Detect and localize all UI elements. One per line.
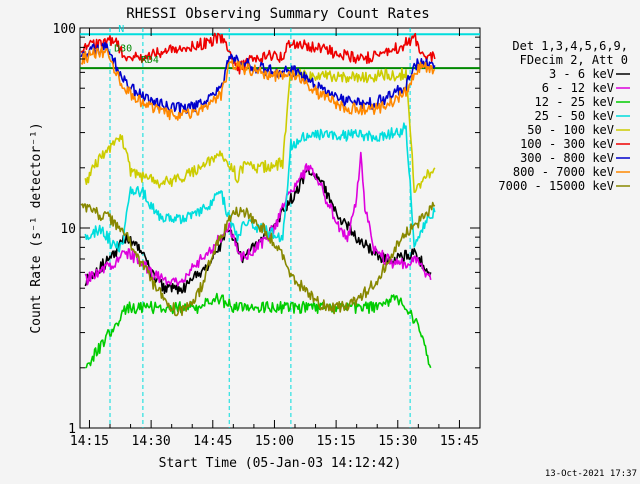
legend-label-100-300-kev: 100 - 300 keV [520, 137, 614, 151]
series-line-12-25-kev [84, 292, 432, 369]
legend: Det 1,3,4,5,6,9, FDecim 2, Att 0 3 - 6 k… [498, 39, 630, 193]
x-tick-label-1515: 15:15 [317, 434, 356, 449]
x-tick-label-1430: 14:30 [132, 434, 171, 449]
legend-label-6-12-kev: 6 - 12 keV [542, 81, 614, 95]
annotation-n: N [118, 24, 124, 35]
legend-label-25-50-kev: 25 - 50 keV [535, 109, 614, 123]
plot-area [79, 27, 481, 429]
series-line-50-100-kev [84, 67, 436, 193]
footer-timestamp: 13-Oct-2021 17:37 [545, 469, 637, 479]
series-line-7000-15000-kev [80, 201, 436, 317]
annotation-d30: D30 [114, 43, 132, 54]
x-tick-label-1500: 15:00 [255, 434, 294, 449]
legend-label-12-25-kev: 12 - 25 keV [535, 95, 614, 109]
legend-label-800-7000-kev: 800 - 7000 keV [513, 165, 614, 179]
annotation-rd4: RD4 [141, 55, 159, 66]
series-line-800-7000-kev [80, 46, 436, 121]
legend-label-50-100-kev: 50 - 100 keV [527, 123, 614, 137]
annotation-layer: N D30 RD4 [114, 24, 159, 66]
chart-title: RHESSI Observing Summary Count Rates [126, 6, 429, 22]
x-axis-label: Start Time (05-Jan-03 14:12:42) [159, 456, 402, 471]
legend-header-line-1: Det 1,3,4,5,6,9, [512, 39, 628, 53]
y-tick-label-1: 1 [68, 422, 76, 437]
y-tick-label-100: 100 [53, 22, 76, 37]
x-tick-label-1445: 14:45 [193, 434, 232, 449]
x-tick-label-1415: 14:15 [70, 434, 109, 449]
x-tick-label-1545: 15:45 [440, 434, 479, 449]
series-layer [80, 32, 436, 369]
y-axis-label: Count Rate (s⁻¹ detector⁻¹) [29, 122, 44, 333]
x-tick-label-1530: 15:30 [378, 434, 417, 449]
legend-label-7000-15000-kev: 7000 - 15000 keV [498, 179, 614, 193]
axis-layer: 14:15 14:30 14:45 15:00 15:15 15:30 15:45 1 10 10… [53, 22, 481, 449]
series-line-100-300-kev [80, 32, 436, 75]
y-tick-label-10: 10 [60, 222, 76, 237]
legend-header-line-2: FDecim 2, Att 0 [520, 53, 628, 67]
legend-label-300-800-kev: 300 - 800 keV [520, 151, 614, 165]
legend-label-3-6-kev: 3 - 6 keV [549, 67, 614, 81]
